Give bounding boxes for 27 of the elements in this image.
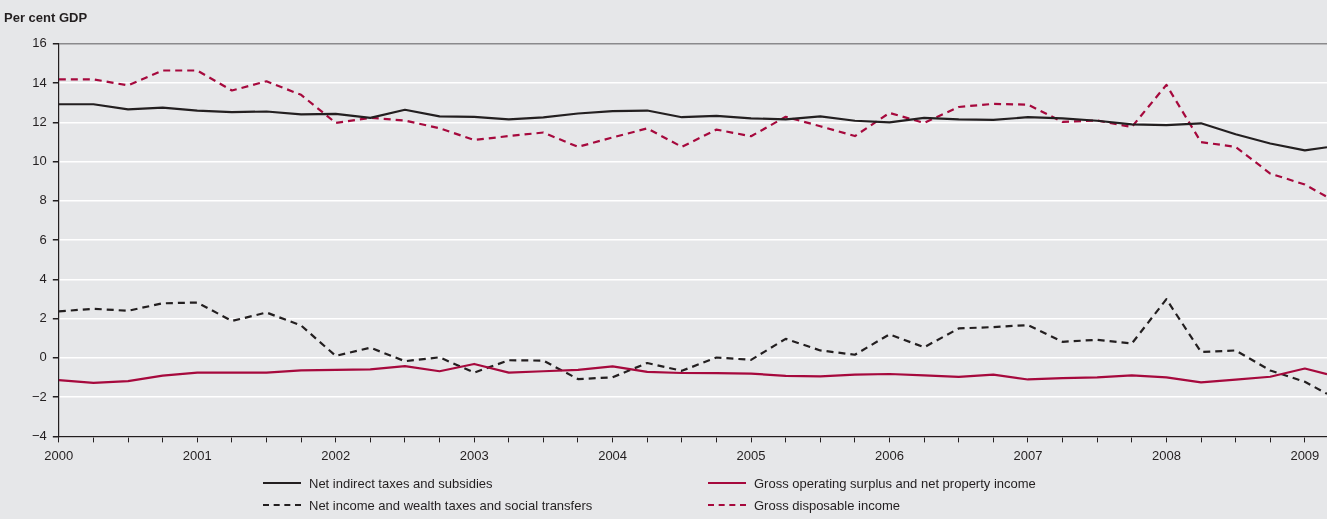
x-tick-label: 2002	[321, 447, 351, 463]
x-tick-label: 2004	[598, 447, 628, 463]
x-tick-label: 2000	[44, 447, 74, 463]
legend-label: Net indirect taxes and subsidies	[309, 475, 493, 491]
x-tick-label: 2009	[1290, 447, 1320, 463]
x-tick-label: 2008	[1151, 447, 1181, 463]
y-tick-label: 0	[39, 349, 47, 365]
legend-label: Net income and wealth taxes and social transfers	[309, 497, 593, 513]
x-tick-label: 2001	[182, 447, 212, 463]
y-tick-label: 6	[39, 231, 47, 247]
y-tick-label: 14	[32, 74, 47, 90]
y-tick-label: 12	[32, 113, 47, 129]
legend-label: Gross operating surplus and net property income	[754, 475, 1036, 491]
x-tick-label: 2003	[459, 447, 489, 463]
y-tick-label: 8	[39, 192, 47, 208]
y-tick-label: 2	[39, 310, 47, 326]
x-tick-label: 2005	[736, 447, 766, 463]
y-axis-title: Per cent GDP	[4, 10, 88, 25]
y-tick-label: −2	[31, 388, 47, 404]
line-series	[58, 69, 1327, 199]
x-tick-label: 2007	[1013, 447, 1043, 463]
y-tick-label: 4	[39, 270, 47, 286]
y-tick-label: 16	[32, 35, 47, 51]
x-tick-label: 2006	[875, 447, 904, 463]
legend-label: Gross disposable income	[754, 497, 900, 513]
y-tick-label: 10	[32, 153, 47, 169]
y-tick-label: −4	[31, 427, 47, 443]
